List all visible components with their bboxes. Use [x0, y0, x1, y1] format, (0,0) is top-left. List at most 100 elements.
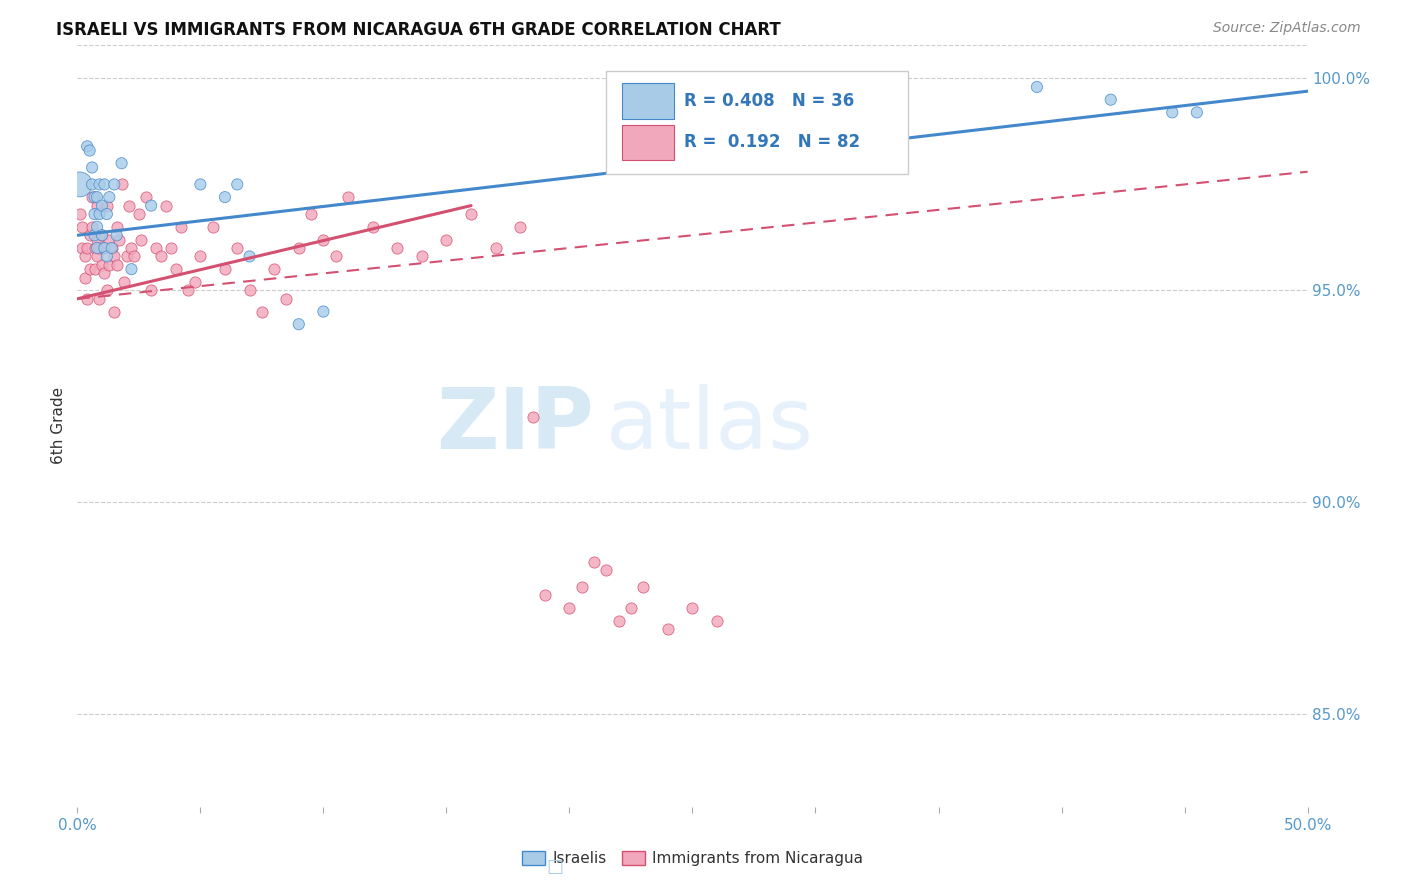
Text: Source: ZipAtlas.com: Source: ZipAtlas.com [1213, 21, 1361, 36]
Point [98, 258, 121, 272]
Point [121, 241, 143, 255]
Point [620, 601, 643, 615]
Point [122, 250, 145, 264]
Point [170, 219, 193, 234]
Point [69, 178, 91, 192]
Point [108, 233, 131, 247]
Point [239, 250, 262, 264]
Point [79, 144, 101, 158]
Point [250, 304, 273, 318]
Point [522, 410, 544, 425]
Point [201, 219, 224, 234]
Point [436, 233, 458, 247]
Text: R = 0.408   N = 36: R = 0.408 N = 36 [683, 92, 853, 110]
Point [93, 241, 115, 255]
Point [190, 250, 212, 264]
Point [121, 262, 143, 277]
Point [96, 207, 118, 221]
Point [90, 228, 114, 243]
Point [79, 262, 101, 277]
Point [93, 267, 115, 281]
Point [214, 190, 236, 204]
Point [657, 623, 679, 637]
Point [509, 219, 531, 234]
Point [98, 190, 121, 204]
Point [583, 555, 606, 569]
Point [558, 601, 581, 615]
Point [83, 207, 105, 221]
Point [288, 318, 311, 332]
Point [141, 198, 163, 212]
Point [115, 250, 138, 264]
Point [90, 258, 114, 272]
Point [299, 207, 322, 221]
FancyBboxPatch shape [606, 71, 908, 174]
Point [131, 233, 153, 247]
Point [76, 241, 98, 255]
Point [103, 178, 125, 192]
Point [155, 198, 177, 212]
Point [86, 190, 108, 204]
Point [226, 178, 249, 192]
Point [1185, 105, 1208, 120]
Point [101, 241, 124, 255]
Text: ZIP: ZIP [436, 384, 595, 467]
Point [96, 250, 118, 264]
Point [93, 178, 115, 192]
Point [534, 588, 557, 602]
Point [82, 219, 104, 234]
Point [82, 190, 104, 204]
Point [82, 161, 104, 175]
Point [70, 219, 93, 234]
Point [141, 284, 163, 298]
Point [86, 198, 108, 212]
Y-axis label: 6th Grade: 6th Grade [51, 387, 66, 465]
Point [101, 241, 124, 255]
Point [633, 580, 655, 594]
Point [460, 207, 482, 221]
Point [89, 292, 111, 306]
Point [118, 198, 141, 212]
Point [83, 228, 105, 243]
Point [82, 178, 104, 192]
Point [190, 178, 212, 192]
Point [1026, 80, 1049, 95]
Point [239, 284, 262, 298]
Point [312, 233, 335, 247]
Point [90, 228, 114, 243]
FancyBboxPatch shape [623, 125, 673, 160]
Point [89, 207, 111, 221]
Point [485, 241, 508, 255]
Point [103, 250, 125, 264]
Point [86, 233, 108, 247]
Point [135, 190, 157, 204]
Point [103, 304, 125, 318]
Point [226, 241, 249, 255]
Point [706, 614, 728, 628]
Point [105, 219, 128, 234]
Point [86, 250, 108, 264]
Point [89, 241, 111, 255]
Point [111, 156, 132, 170]
Point [571, 580, 593, 594]
Point [411, 250, 433, 264]
Text: ISRAELI VS IMMIGRANTS FROM NICARAGUA 6TH GRADE CORRELATION CHART: ISRAELI VS IMMIGRANTS FROM NICARAGUA 6TH… [56, 21, 780, 39]
Point [1161, 105, 1184, 120]
Point [337, 190, 360, 204]
Point [387, 241, 409, 255]
Point [76, 292, 98, 306]
Point [70, 241, 93, 255]
Point [98, 233, 121, 247]
Point [86, 241, 108, 255]
Point [160, 241, 183, 255]
Point [83, 190, 105, 204]
Point [325, 250, 347, 264]
Point [111, 178, 132, 192]
Point [184, 275, 207, 289]
FancyBboxPatch shape [623, 84, 673, 119]
Point [145, 241, 167, 255]
Point [83, 241, 105, 255]
Point [607, 614, 630, 628]
Point [112, 275, 135, 289]
Point [73, 270, 96, 285]
